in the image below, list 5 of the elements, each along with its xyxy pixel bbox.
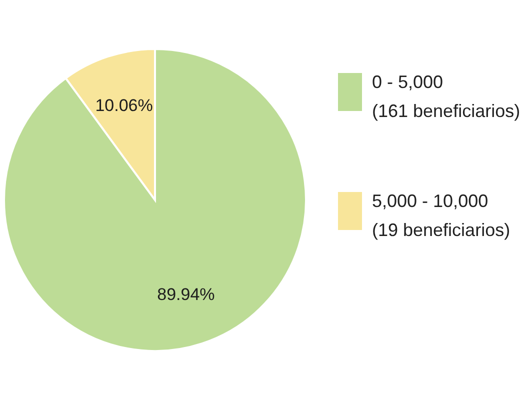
pie-slice <box>3 48 307 352</box>
legend-label: 5,000 - 10,000 (19 beneficiarios) <box>372 190 510 242</box>
legend-label: 0 - 5,000 (161 beneficiarios) <box>372 71 520 123</box>
data-label: 10.06% <box>95 96 153 115</box>
data-label: 89.94% <box>157 285 215 304</box>
